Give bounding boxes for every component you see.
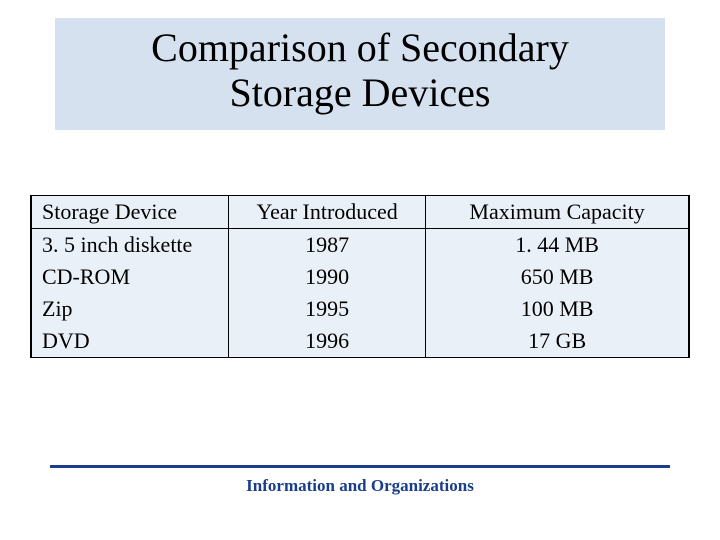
table-row: 3. 5 inch diskette 1987 1. 44 MB [32,229,689,262]
storage-table: Storage Device Year Introduced Maximum C… [31,196,689,357]
footer-rule [50,465,670,468]
footer-text: Information and Organizations [0,476,720,496]
table-row: CD-ROM 1990 650 MB [32,261,689,293]
slide: Comparison of Secondary Storage Devices … [0,0,720,540]
title-line-2: Storage Devices [229,70,490,115]
slide-title: Comparison of Secondary Storage Devices [55,26,665,116]
cell-year: 1990 [229,261,426,293]
cell-device: Zip [32,293,229,325]
col-header-year: Year Introduced [229,196,426,229]
table-row: DVD 1996 17 GB [32,325,689,357]
title-line-1: Comparison of Secondary [151,25,569,70]
table-row: Zip 1995 100 MB [32,293,689,325]
storage-table-wrap: Storage Device Year Introduced Maximum C… [30,195,690,358]
cell-cap: 100 MB [426,293,689,325]
cell-cap: 17 GB [426,325,689,357]
cell-device: CD-ROM [32,261,229,293]
cell-year: 1996 [229,325,426,357]
table-header-row: Storage Device Year Introduced Maximum C… [32,196,689,229]
cell-device: 3. 5 inch diskette [32,229,229,262]
cell-year: 1987 [229,229,426,262]
cell-cap: 1. 44 MB [426,229,689,262]
title-block: Comparison of Secondary Storage Devices [55,18,665,130]
cell-cap: 650 MB [426,261,689,293]
cell-device: DVD [32,325,229,357]
col-header-cap: Maximum Capacity [426,196,689,229]
col-header-device: Storage Device [32,196,229,229]
cell-year: 1995 [229,293,426,325]
